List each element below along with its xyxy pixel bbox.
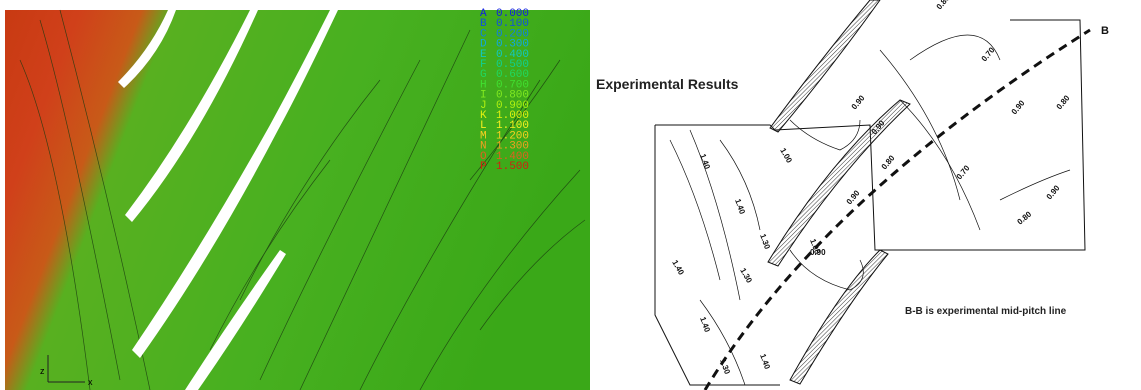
- legend-value: 0.800: [496, 90, 529, 102]
- contour-label: 1.40: [670, 259, 686, 277]
- mid-pitch-line: [703, 28, 1091, 390]
- caption: B-B is experimental mid-pitch line: [905, 306, 1067, 317]
- contour-label: 1.30: [758, 233, 772, 251]
- legend-letter: I: [480, 90, 487, 102]
- contour-label: 0.70: [955, 163, 972, 181]
- legend-value: 1.400: [496, 151, 529, 163]
- legend-letter: P: [480, 161, 487, 173]
- contour-label: 0.80: [1016, 209, 1034, 226]
- axis-triad: [47, 355, 85, 383]
- legend-letter: K: [480, 110, 487, 122]
- contour-label: 0.80: [1055, 93, 1072, 111]
- contour-label: 1.40: [758, 353, 772, 371]
- contour-label: 1.40: [698, 316, 712, 334]
- legend-value: 0.600: [496, 69, 529, 81]
- legend-value: 0.000: [496, 8, 529, 20]
- legend-letter: E: [480, 49, 487, 61]
- panel-title: Experimental Results: [596, 76, 739, 92]
- contour-label: 1.40: [698, 153, 712, 171]
- legend-value: 1.300: [496, 141, 529, 153]
- legend-letter: B: [480, 18, 487, 30]
- contour-label: 0.90: [850, 93, 867, 111]
- axis-label: z: [40, 366, 45, 376]
- contour-label: 0.80: [880, 153, 897, 171]
- contour-label: 0.90: [810, 248, 826, 257]
- legend-letter: A: [480, 8, 487, 20]
- axis-label: x: [88, 377, 93, 387]
- legend-value: 0.900: [496, 100, 529, 112]
- cfd-panel: A 0.000 B 0.100 C 0.200 D 0.300 E 0.400 F 0.500 G 0.6…: [5, 8, 590, 390]
- contour-labels: 0.80 0.70 0.90 1.00 1.40 1.40 1.30 1.40 1.30 0.90…: [670, 0, 1072, 376]
- domain-outline: [655, 19, 1086, 251]
- line-label: B: [1101, 25, 1109, 37]
- legend-letter: M: [480, 130, 487, 142]
- contour-label: 1.30: [718, 358, 732, 376]
- legend-letter: J: [480, 100, 487, 112]
- legend-value: 1.100: [496, 120, 529, 132]
- contour-label: 0.80: [935, 0, 952, 11]
- experimental-panel: [654, 0, 1091, 390]
- legend-value: 0.300: [496, 39, 529, 51]
- domain-outline: [654, 125, 780, 386]
- legend-letter: F: [480, 59, 487, 71]
- contour-label: 1.30: [738, 267, 754, 285]
- legend-letter: O: [480, 151, 487, 163]
- contour-label: 1.40: [733, 198, 747, 216]
- legend-value: 1.000: [496, 110, 529, 122]
- legend-value: 0.500: [496, 59, 529, 71]
- blades: [767, 0, 911, 385]
- legend-value: 0.400: [496, 49, 529, 61]
- legend-value: 1.200: [496, 130, 529, 142]
- contour-label: 1.00: [778, 147, 794, 165]
- contour-label: 0.90: [1010, 98, 1027, 116]
- blades: [118, 10, 338, 390]
- legend-letter: D: [480, 39, 487, 51]
- contour-field: [5, 10, 590, 390]
- legend: A 0.000 B 0.100 C 0.200 D 0.300 E 0.400 F 0.500 G 0.6…: [480, 8, 529, 173]
- legend-letter: N: [480, 141, 487, 153]
- legend-letter: G: [480, 69, 487, 81]
- contour-label: 0.70: [980, 45, 997, 63]
- legend-letter: C: [480, 28, 487, 40]
- contour-lines: [19, 9, 586, 390]
- legend-letter: H: [480, 79, 487, 91]
- legend-letter: L: [480, 120, 487, 132]
- legend-value: 1.500: [496, 161, 529, 173]
- legend-value: 0.700: [496, 79, 529, 91]
- contour-label: 0.90: [1045, 183, 1062, 201]
- legend-value: 0.200: [496, 28, 529, 40]
- legend-value: 0.100: [496, 18, 529, 30]
